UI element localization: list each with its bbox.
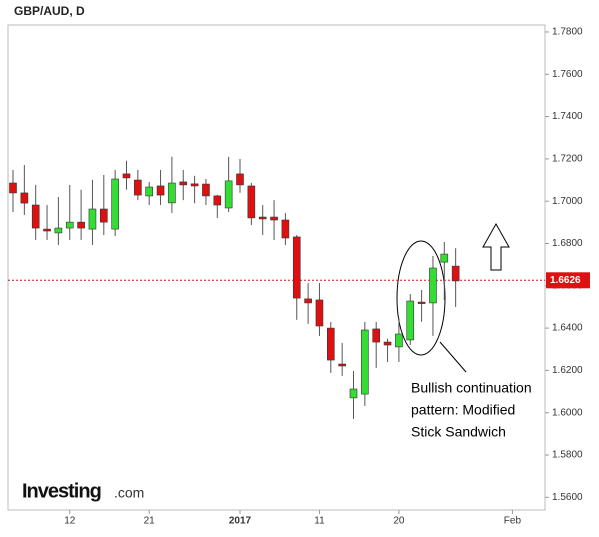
candle-body bbox=[236, 173, 244, 186]
pattern-ellipse bbox=[396, 240, 446, 356]
chart-title: GBP/AUD, D bbox=[14, 4, 85, 18]
candle-body bbox=[383, 341, 392, 346]
y-tick-label: 1.7400 bbox=[552, 111, 583, 122]
candle-body bbox=[20, 192, 29, 204]
logo-suffix: .com bbox=[114, 485, 144, 501]
candle-body bbox=[145, 186, 153, 197]
current-price-box bbox=[546, 272, 590, 289]
candle-body bbox=[406, 300, 415, 341]
candle-body bbox=[270, 216, 278, 221]
candle-body bbox=[338, 363, 346, 367]
candle-body bbox=[281, 219, 290, 239]
candle-body bbox=[258, 216, 267, 220]
pointer-line bbox=[439, 341, 467, 373]
candle-body bbox=[100, 208, 108, 223]
candle-body bbox=[451, 265, 460, 282]
candle-body bbox=[202, 183, 210, 197]
candle-body bbox=[247, 185, 256, 219]
y-tick-label: 1.7800 bbox=[552, 27, 583, 38]
annotation: pattern: Modified bbox=[411, 402, 515, 418]
candle-body bbox=[292, 236, 301, 299]
candle-body bbox=[77, 221, 85, 229]
y-tick-label: 1.7000 bbox=[552, 196, 583, 207]
annotation: Bullish continuation bbox=[411, 380, 532, 396]
up-arrow bbox=[482, 222, 510, 271]
y-tick-label: 1.5600 bbox=[552, 492, 583, 503]
candle-body bbox=[417, 301, 426, 304]
x-tick-label: 21 bbox=[144, 516, 156, 527]
candle-body bbox=[304, 298, 312, 304]
x-tick-label: Feb bbox=[504, 516, 522, 527]
candle-body bbox=[429, 267, 437, 304]
current-price-label: 1.6626 bbox=[550, 275, 581, 286]
candle-body bbox=[134, 179, 142, 196]
candle-body bbox=[361, 329, 369, 395]
y-tick-label: 1.6400 bbox=[552, 323, 583, 334]
y-tick-label: 1.7600 bbox=[552, 69, 583, 80]
candle-body bbox=[179, 181, 188, 186]
candle-body bbox=[224, 180, 233, 209]
candle-body bbox=[88, 208, 97, 230]
candle-body bbox=[43, 228, 51, 232]
candle-body bbox=[122, 173, 131, 179]
candle-body bbox=[315, 299, 324, 327]
x-tick-label: 12 bbox=[64, 516, 76, 527]
candle-body bbox=[372, 328, 381, 343]
x-tick-label: 20 bbox=[393, 516, 405, 527]
candle-body bbox=[440, 253, 449, 263]
y-tick-label: 1.7200 bbox=[552, 154, 583, 165]
annotation: Stick Sandwich bbox=[411, 424, 506, 440]
candle-body bbox=[213, 195, 222, 206]
logo: Investing bbox=[22, 480, 101, 502]
candle-body bbox=[31, 204, 40, 229]
plot-frame bbox=[7, 24, 546, 511]
candle-body bbox=[9, 182, 17, 194]
candle-body bbox=[326, 327, 335, 361]
candle-body bbox=[111, 178, 119, 230]
candle-body bbox=[395, 333, 403, 348]
y-tick-label: 1.6800 bbox=[552, 238, 583, 249]
candle-body bbox=[65, 221, 74, 229]
candle-body bbox=[349, 388, 358, 399]
x-tick-label: 11 bbox=[314, 516, 325, 527]
y-tick-label: 1.6000 bbox=[552, 407, 583, 418]
x-tick-label: 2017 bbox=[229, 516, 252, 527]
y-tick-label: 1.6200 bbox=[552, 365, 583, 376]
candle-body bbox=[168, 182, 176, 204]
y-tick-label: 1.5800 bbox=[552, 450, 583, 461]
candle-body bbox=[54, 227, 63, 234]
candle-body bbox=[156, 185, 165, 196]
candle-body bbox=[190, 183, 199, 187]
